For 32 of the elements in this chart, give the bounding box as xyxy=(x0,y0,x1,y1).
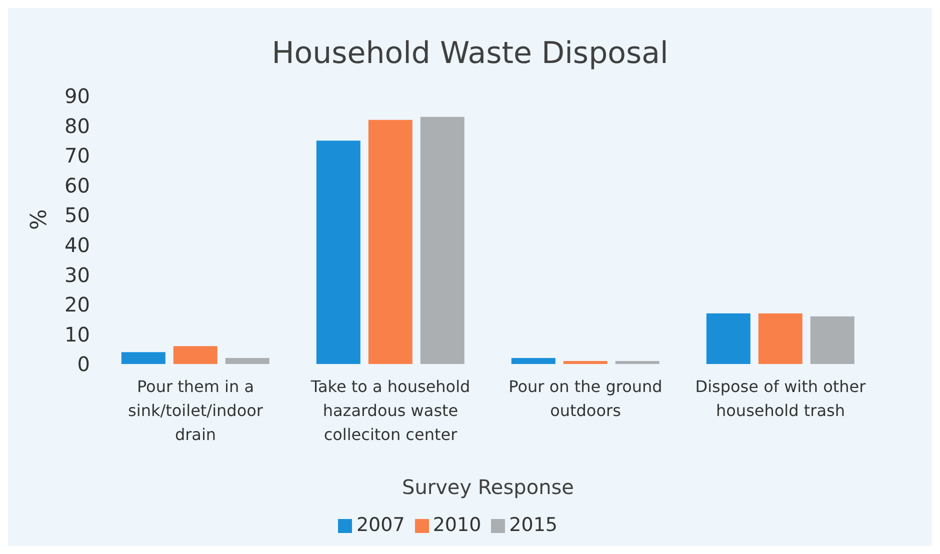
legend-label: 2010 xyxy=(432,514,482,536)
legend-label: 2015 xyxy=(509,514,558,536)
y-tick-label: 40 xyxy=(64,232,90,257)
x-tick-label: Dispose of with other household trash xyxy=(695,377,866,420)
bar xyxy=(563,361,608,364)
bar xyxy=(810,316,854,364)
y-tick-label: 70 xyxy=(64,144,90,168)
y-tick-label: 80 xyxy=(64,114,90,138)
bar xyxy=(758,313,802,364)
x-tick-label: Pour them in a sink/toilet/indoor drain xyxy=(128,377,264,444)
bar xyxy=(615,361,660,364)
bar xyxy=(225,358,270,364)
y-tick-label: 50 xyxy=(64,203,90,228)
bar xyxy=(706,313,750,364)
y-axis-title: % xyxy=(26,209,52,230)
y-tick-label: 30 xyxy=(64,262,90,287)
x-axis-title: Survey Response xyxy=(402,475,574,499)
chart-title: Household Waste Disposal xyxy=(270,35,670,73)
y-tick-label: 90 xyxy=(64,84,90,108)
bar xyxy=(316,140,360,364)
legend-label: 2007 xyxy=(356,514,405,536)
y-tick-label: 60 xyxy=(64,173,90,198)
bar xyxy=(368,120,412,364)
y-tick-label: 20 xyxy=(64,292,90,317)
bar xyxy=(511,358,556,364)
x-tick-label: Take to a household hazardous waste colleciton center xyxy=(310,377,470,444)
x-tick-label: Pour on the ground outdoors xyxy=(508,377,662,420)
bar xyxy=(121,352,166,364)
bar xyxy=(173,346,218,364)
bar xyxy=(420,116,464,364)
y-tick-label: 10 xyxy=(64,322,90,346)
y-tick-label: 0 xyxy=(77,352,90,376)
